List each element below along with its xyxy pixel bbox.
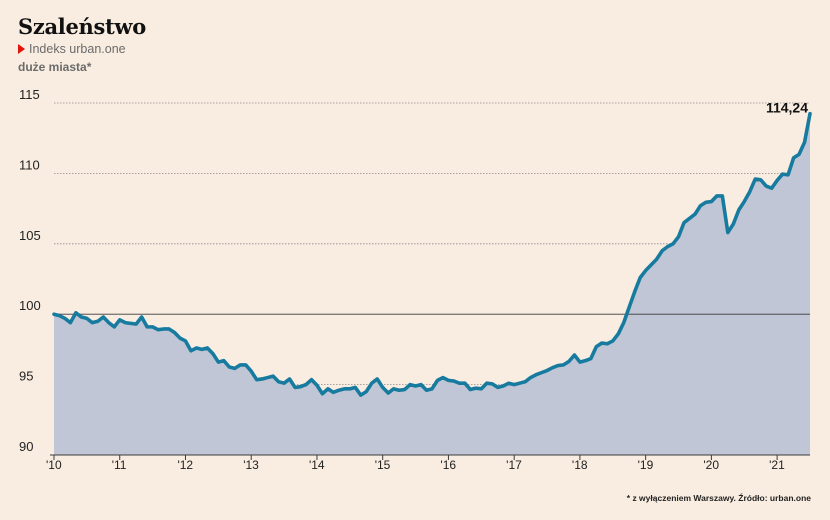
y-axis-ticks: 90 95 100 105 110 115 xyxy=(19,87,41,454)
chart-title: Szaleństwo xyxy=(18,14,146,39)
x-tick-label: '13 xyxy=(243,458,259,472)
y-tick-label: 110 xyxy=(19,157,40,172)
x-tick-label: '15 xyxy=(375,458,391,472)
y-tick-label: 95 xyxy=(19,369,33,384)
series-line xyxy=(52,111,812,397)
x-axis-ticks: '10 '11 '12 '13 '14 '15 '16 '17 '18 '19 '20 '21 xyxy=(46,455,785,472)
x-tick-label: '18 xyxy=(572,458,588,472)
y-tick-label: 105 xyxy=(19,228,41,243)
x-tick-label: '10 xyxy=(46,458,62,472)
x-tick-label: '20 xyxy=(703,458,719,472)
y-tick-label: 115 xyxy=(19,87,40,102)
x-tick-label: '17 xyxy=(506,458,522,472)
y-tick-label: 90 xyxy=(19,439,33,454)
chart-note: duże miasta* xyxy=(18,60,92,74)
end-value-label: 114,24 xyxy=(766,100,808,116)
x-tick-label: '16 xyxy=(440,458,456,472)
x-tick-label: '21 xyxy=(769,458,785,472)
series-area-fill xyxy=(54,113,810,455)
footnote: * z wyłączeniem Warszawy. Źródło: urban.… xyxy=(626,493,811,503)
subtitle-text: Indeks urban.one xyxy=(29,42,126,56)
red-triangle-icon xyxy=(18,44,25,54)
x-tick-label: '12 xyxy=(177,458,193,472)
x-tick-label: '14 xyxy=(309,458,325,472)
chart-subtitle: Indeks urban.one xyxy=(18,42,126,56)
x-tick-label: '11 xyxy=(112,458,127,472)
y-tick-label: 100 xyxy=(19,298,41,313)
x-tick-label: '19 xyxy=(638,458,654,472)
